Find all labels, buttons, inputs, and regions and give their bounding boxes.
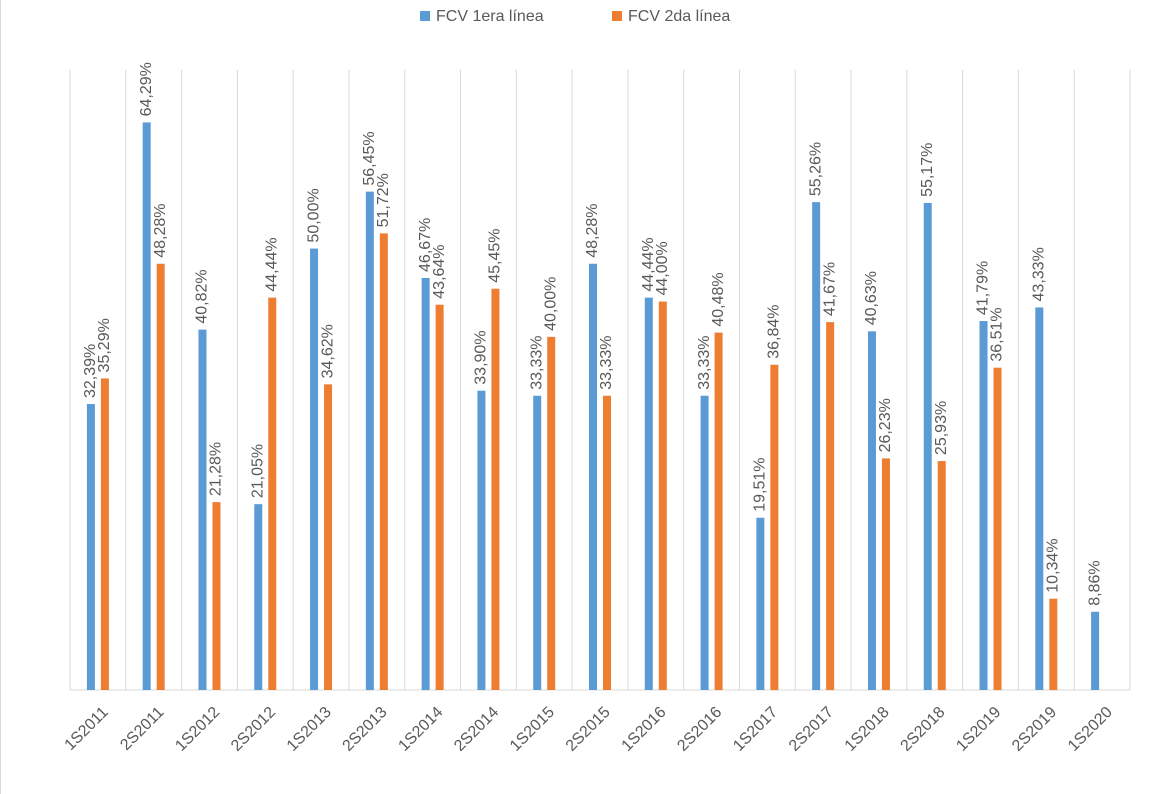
bar [589, 263, 597, 690]
data-label: 8,86% [1086, 560, 1103, 605]
bar [156, 263, 165, 690]
bar [603, 395, 611, 690]
bar [254, 504, 263, 690]
data-label: 40,48% [710, 272, 727, 326]
bar [644, 297, 653, 690]
data-label: 21,05% [249, 444, 266, 498]
data-label: 41,67% [821, 262, 838, 316]
bar [812, 202, 821, 690]
data-label: 56,45% [361, 131, 378, 185]
data-label: 55,17% [919, 143, 936, 197]
bar [881, 458, 890, 690]
data-label: 33,90% [473, 330, 490, 384]
data-label: 33,33% [598, 335, 615, 389]
bar [700, 395, 709, 690]
data-label: 36,84% [766, 304, 783, 358]
data-label: 36,51% [989, 307, 1006, 361]
data-label: 35,29% [96, 318, 113, 372]
bar [979, 321, 988, 690]
bar [756, 517, 765, 690]
bar [1049, 598, 1058, 690]
data-label: 40,82% [194, 269, 211, 323]
data-label: 44,44% [263, 237, 280, 291]
bar [826, 322, 835, 690]
bar [714, 332, 723, 690]
bar [1035, 307, 1044, 690]
data-label: 43,33% [1031, 247, 1048, 301]
data-label: 44,44% [640, 237, 657, 291]
legend-label: FCV 2da línea [628, 8, 730, 25]
bar [867, 331, 876, 690]
data-label: 55,26% [807, 142, 824, 196]
bar [212, 502, 221, 690]
data-label: 45,45% [487, 228, 504, 282]
data-label: 64,29% [138, 62, 155, 116]
bar [937, 461, 946, 690]
bar [100, 378, 109, 690]
data-label: 34,62% [319, 324, 336, 378]
data-label: 50,00% [305, 188, 322, 242]
bar [533, 395, 542, 690]
data-label: 40,63% [863, 271, 880, 325]
data-label: 41,79% [975, 261, 992, 315]
data-label: 21,28% [208, 442, 225, 496]
bar [198, 329, 207, 690]
bar [770, 364, 779, 690]
bar [324, 384, 333, 690]
bar [365, 191, 374, 690]
bar [477, 390, 486, 690]
legend-swatch [612, 11, 622, 21]
legend-swatch [420, 11, 430, 21]
data-label: 51,72% [375, 173, 392, 227]
bar [658, 301, 667, 690]
data-label: 33,33% [528, 335, 545, 389]
data-label: 48,28% [152, 203, 169, 257]
data-label: 32,39% [82, 344, 99, 398]
bar [379, 233, 388, 690]
bar [435, 304, 444, 690]
bar [268, 297, 277, 690]
legend-label: FCV 1era línea [436, 8, 544, 25]
data-label: 19,51% [752, 457, 769, 511]
data-label: 46,67% [417, 218, 434, 272]
data-label: 48,28% [584, 203, 601, 257]
bar [923, 202, 932, 690]
data-label: 40,00% [542, 277, 559, 331]
data-label: 26,23% [877, 398, 894, 452]
data-label: 44,00% [654, 241, 671, 295]
bar [421, 277, 430, 690]
data-label: 33,33% [696, 335, 713, 389]
data-label: 10,34% [1045, 538, 1062, 592]
bar [86, 404, 95, 690]
data-label: 43,64% [431, 244, 448, 298]
bar [491, 288, 500, 690]
data-label: 25,93% [933, 401, 950, 455]
bar [993, 367, 1002, 690]
bar [142, 122, 151, 691]
bar [310, 248, 319, 691]
bar [1091, 611, 1100, 690]
bar [547, 336, 556, 690]
